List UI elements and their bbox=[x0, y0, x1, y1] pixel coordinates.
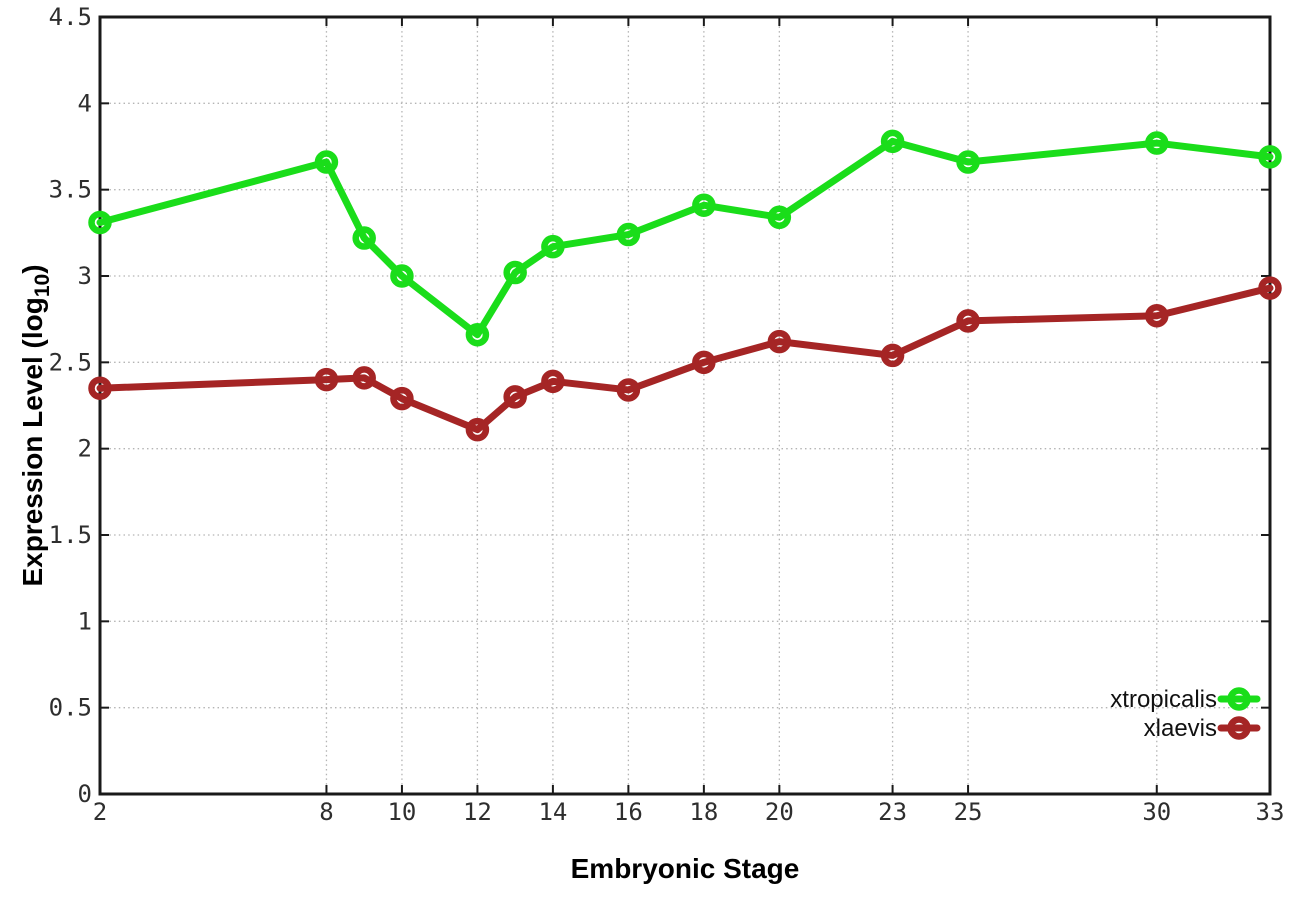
x-tick-label: 23 bbox=[878, 798, 907, 826]
x-tick-label: 18 bbox=[689, 798, 718, 826]
data-point-xlaevis bbox=[390, 386, 414, 411]
y-tick-label: 2 bbox=[78, 435, 92, 463]
x-tick-label: 25 bbox=[954, 798, 983, 826]
legend-marker-xlaevis bbox=[1227, 716, 1251, 740]
data-point-xlaevis bbox=[352, 366, 376, 390]
data-point-xtropicalis bbox=[616, 222, 641, 247]
data-point-xlaevis bbox=[616, 378, 641, 402]
y-tick-label: 1.5 bbox=[49, 521, 92, 549]
y-tick-label: 0.5 bbox=[49, 694, 92, 722]
data-point-xtropicalis bbox=[880, 129, 905, 154]
gridlines bbox=[99, 16, 1271, 795]
y-tick-label: 3.5 bbox=[49, 176, 92, 204]
legend-entry-xtropicalis: xtropicalis bbox=[1110, 686, 1261, 713]
series bbox=[88, 129, 1282, 442]
data-point-xtropicalis bbox=[1258, 145, 1282, 169]
data-point-xlaevis bbox=[465, 417, 490, 442]
x-tick-label: 12 bbox=[463, 798, 492, 826]
data-point-xlaevis bbox=[880, 343, 905, 368]
data-point-xtropicalis bbox=[314, 150, 339, 174]
x-tick-label: 33 bbox=[1256, 798, 1285, 826]
y-axis-label: Expression Level (log10) bbox=[17, 264, 54, 586]
data-point-xtropicalis bbox=[503, 260, 527, 285]
series-line-xlaevis bbox=[96, 284, 1274, 434]
x-tick-label: 14 bbox=[538, 798, 567, 826]
y-tick-label: 3 bbox=[78, 262, 92, 290]
series-xlaevis bbox=[88, 276, 1282, 442]
y-tick-label: 1 bbox=[78, 607, 92, 635]
axes bbox=[98, 15, 1272, 796]
data-point-xlaevis bbox=[314, 367, 339, 392]
data-point-xlaevis bbox=[541, 369, 565, 394]
data-point-xtropicalis bbox=[956, 150, 980, 174]
y-tick-label: 0 bbox=[78, 780, 92, 808]
data-point-xlaevis bbox=[692, 350, 716, 375]
y-tick-label: 4.5 bbox=[49, 3, 92, 31]
data-point-xlaevis bbox=[88, 376, 112, 400]
data-point-xtropicalis bbox=[541, 234, 565, 259]
data-point-xlaevis bbox=[1258, 276, 1282, 300]
data-point-xlaevis bbox=[1145, 303, 1169, 328]
data-point-xtropicalis bbox=[767, 205, 792, 230]
x-tick-label: 8 bbox=[319, 798, 333, 826]
data-point-xtropicalis bbox=[465, 322, 490, 347]
data-point-xlaevis bbox=[503, 385, 527, 409]
x-tick-label: 2 bbox=[93, 798, 107, 826]
legend-label-xlaevis: xlaevis bbox=[1144, 715, 1217, 742]
x-tick-label: 30 bbox=[1142, 798, 1171, 826]
y-tick-label: 2.5 bbox=[49, 348, 92, 376]
data-point-xtropicalis bbox=[692, 193, 716, 217]
x-tick-label: 20 bbox=[765, 798, 794, 826]
data-point-xlaevis bbox=[767, 329, 792, 354]
x-tick-label: 16 bbox=[614, 798, 643, 826]
data-point-xlaevis bbox=[956, 309, 980, 333]
legend-entry-xlaevis: xlaevis bbox=[1144, 715, 1261, 742]
data-point-xtropicalis bbox=[352, 226, 376, 250]
data-point-xtropicalis bbox=[1145, 131, 1169, 155]
x-tick-label: 10 bbox=[387, 798, 416, 826]
data-point-xtropicalis bbox=[390, 264, 414, 288]
plot-border bbox=[98, 15, 1272, 796]
x-axis-label: Embryonic Stage bbox=[571, 853, 800, 884]
axis-titles: Embryonic Stage Expression Level (log10) bbox=[17, 264, 799, 884]
data-point-xtropicalis bbox=[88, 210, 112, 235]
y-tick-label: 4 bbox=[78, 89, 92, 117]
axis-tick-labels: 2 8 10 12 14 16 18 20 23 25 30 33 0 0.5 1 1.5 2 2.5 3 3.5 4 4… bbox=[49, 3, 1285, 826]
legend-label-xtropicalis: xtropicalis bbox=[1110, 686, 1217, 713]
legend-marker-xtropicalis bbox=[1227, 687, 1251, 711]
series-xtropicalis bbox=[88, 129, 1282, 347]
series-line-xtropicalis bbox=[96, 137, 1274, 339]
